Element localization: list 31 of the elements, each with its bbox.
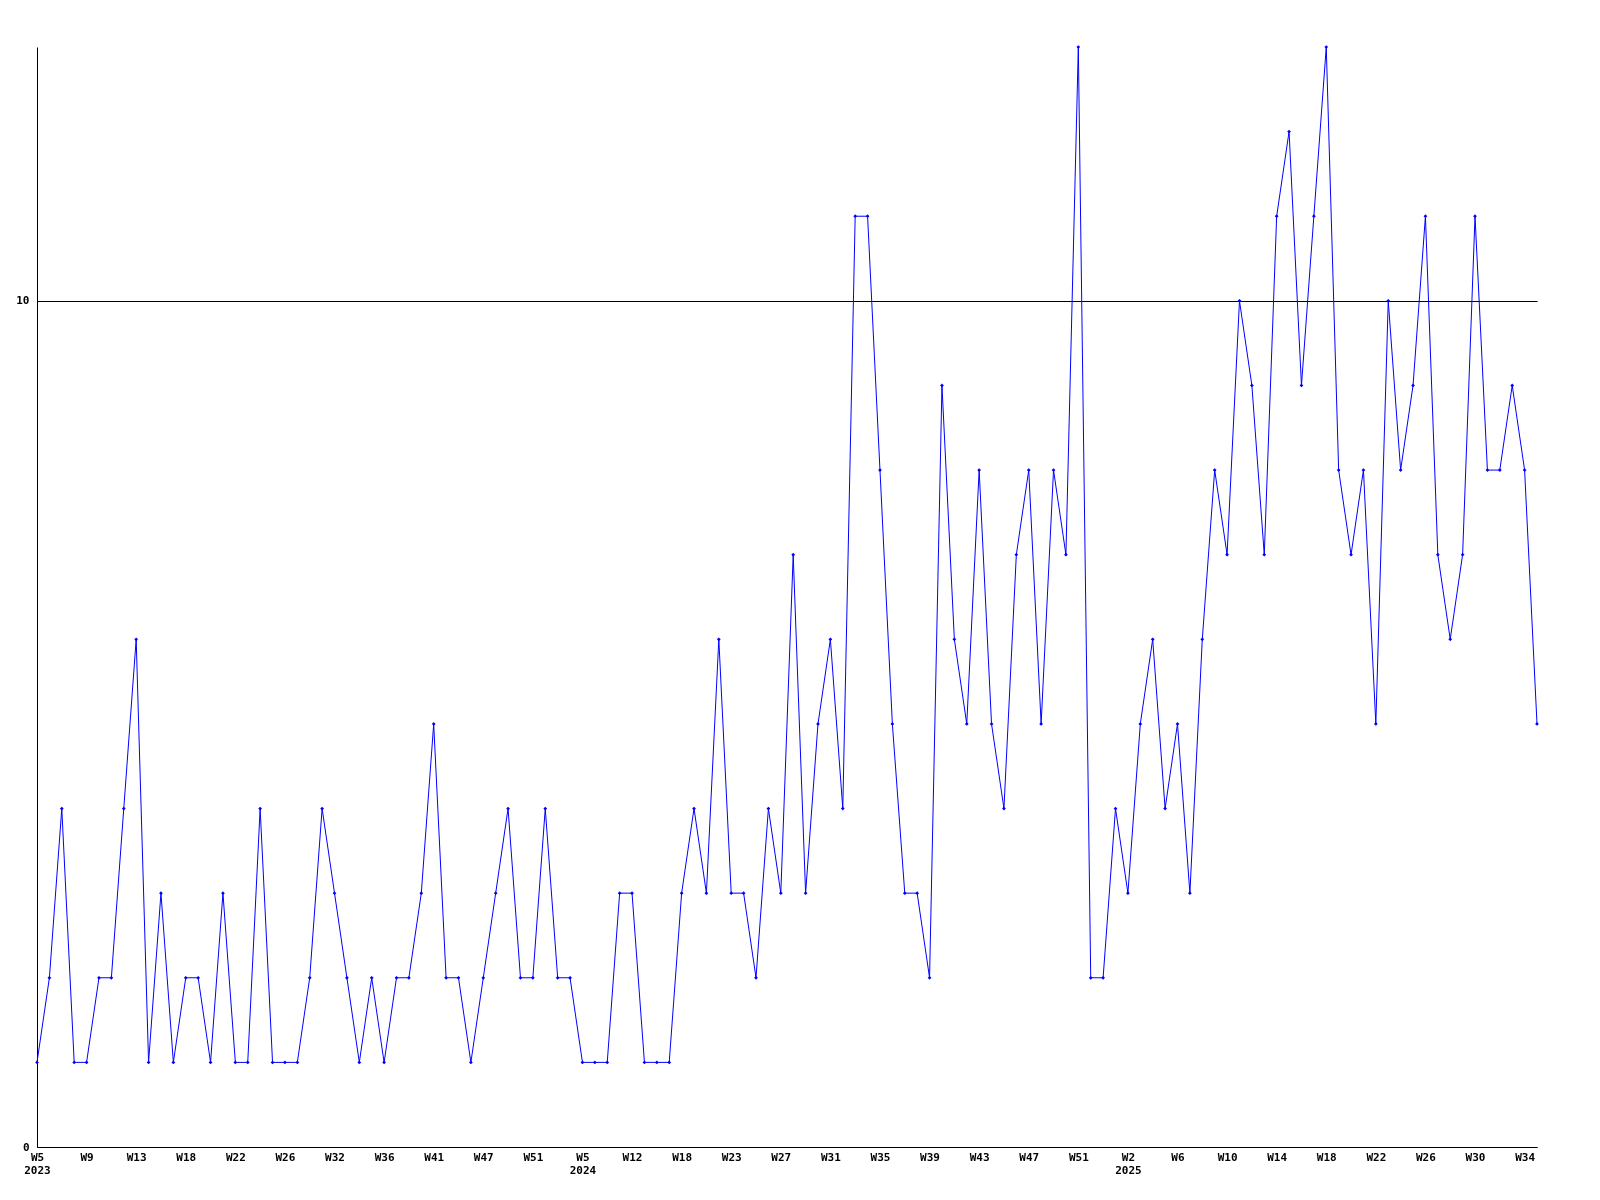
x-tick-label: W47 [473,1150,494,1164]
x-tick-label: W12 [622,1150,643,1164]
x-tick-label: W14 [1267,1150,1288,1164]
y-tick-label: 10 [16,294,30,308]
x-tick-label: W47 [1019,1150,1040,1164]
x-tick-label: W22 [225,1150,246,1164]
x-tick-label: W26 [275,1150,296,1164]
x-tick-label: W51 [523,1150,544,1164]
x-tick-label: W43 [969,1150,990,1164]
x-tick-label: W35 [870,1150,891,1164]
x-tick-label: W18 [176,1150,197,1164]
x-tick-label: W41 [424,1150,445,1164]
x-tick-label: W36 [374,1150,395,1164]
x-tick-label: W39 [920,1150,940,1164]
x-tick-label: W27 [771,1150,792,1164]
x-tick-label: W13 [126,1150,147,1164]
x-tick-label: W32 [325,1150,345,1164]
x-tick-label: W22 [1366,1150,1387,1164]
x-tick-label: W10 [1217,1150,1238,1164]
x-tick-label: W23 [721,1150,742,1164]
x-tick-label: W51 [1068,1150,1090,1164]
x-tick-label: W6 [1171,1150,1185,1164]
x-tick-label: W30 [1465,1150,1486,1164]
x-tick-label: W18 [1316,1150,1337,1164]
x-tick-label: W34 [1515,1150,1536,1164]
x-tick-label: W5 2024 [569,1150,597,1177]
x-tick-label: W9 [80,1150,94,1164]
x-tick-label: W2 2025 [1115,1150,1142,1177]
x-tick-label: W18 [672,1150,693,1164]
x-tick-label: W26 [1415,1150,1437,1164]
x-tick-label: W31 [820,1150,842,1164]
